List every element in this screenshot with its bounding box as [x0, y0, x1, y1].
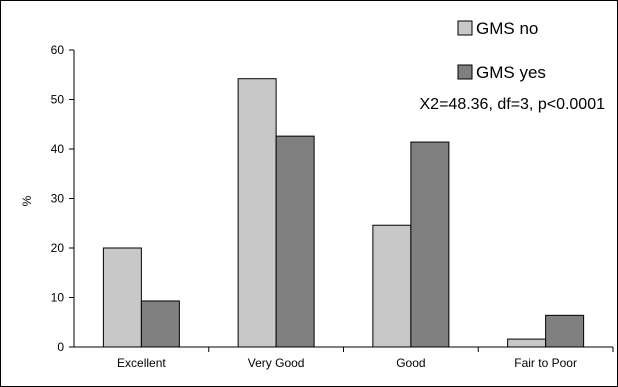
- bar-gms-yes-very-good: [275, 135, 315, 348]
- bar-gms-no-fair-to-poor: [507, 338, 547, 348]
- y-axis-label: %: [20, 195, 34, 206]
- x-category-labels: Excellent Very Good Good Fair to Poor: [117, 356, 577, 370]
- legend: GMS no GMS yes: [457, 19, 546, 82]
- x-category-label: Good: [396, 356, 425, 370]
- bars: [102, 78, 585, 348]
- y-tick-labels: 0 10 20 30 40 50 60: [51, 43, 65, 354]
- y-tick-label: 10: [51, 291, 65, 305]
- chi-square-annotation: X2=48.36, df=3, p<0.0001: [420, 96, 606, 113]
- y-tick-label: 40: [51, 142, 65, 156]
- legend-label-gms-no: GMS no: [476, 19, 538, 38]
- bar-gms-no-very-good: [237, 78, 277, 348]
- legend-swatch-gms-no: [457, 20, 473, 36]
- x-category-label: Fair to Poor: [514, 356, 577, 370]
- y-tick-label: 50: [51, 93, 65, 107]
- bar-gms-yes-good: [410, 141, 450, 348]
- y-tick-label: 0: [57, 340, 64, 354]
- bar-gms-no-excellent: [102, 247, 142, 348]
- y-tick-label: 20: [51, 241, 65, 255]
- x-category-label: Very Good: [248, 356, 305, 370]
- y-tick-label: 30: [51, 192, 65, 206]
- y-tick-label: 60: [51, 43, 65, 57]
- legend-label-gms-yes: GMS yes: [476, 63, 546, 82]
- legend-swatch-gms-yes: [457, 64, 473, 80]
- x-category-label: Excellent: [117, 356, 166, 370]
- bar-gms-yes-excellent: [140, 300, 180, 348]
- bar-gms-no-good: [372, 224, 412, 348]
- bar-gms-yes-fair-to-poor: [545, 314, 585, 348]
